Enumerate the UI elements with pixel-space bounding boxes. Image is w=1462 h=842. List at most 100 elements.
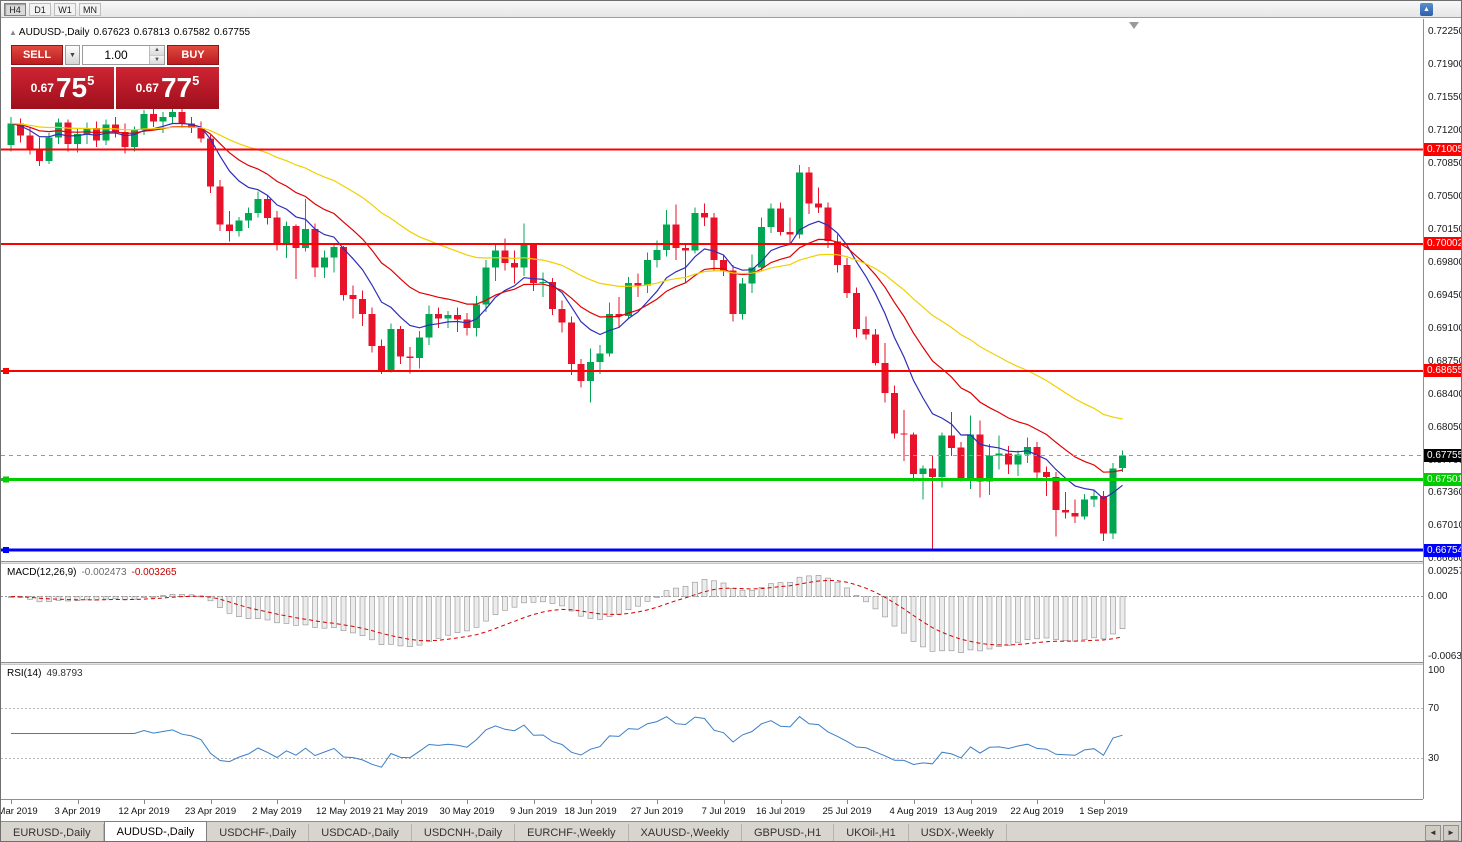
macd-scale-label: -0.006326 xyxy=(1428,650,1462,662)
price-tick-label: 0.70850 xyxy=(1428,157,1462,169)
price-tick-label: 0.70500 xyxy=(1428,190,1462,202)
tab-xauusd-weekly[interactable]: XAUUSD-,Weekly xyxy=(629,824,742,841)
ohlc-high: 0.67813 xyxy=(133,27,170,38)
date-tick xyxy=(77,800,79,804)
tab-usdx-weekly[interactable]: USDX-,Weekly xyxy=(909,824,1007,841)
date-tick xyxy=(277,800,278,804)
buy-button[interactable]: BUY xyxy=(167,45,219,65)
macd-scale-label: 0.00 xyxy=(1428,590,1448,602)
date-label: 27 Jun 2019 xyxy=(630,806,684,817)
timeframe-toolbar: H4 D1 W1 MN ▲ xyxy=(1,1,1461,18)
volume-input[interactable] xyxy=(83,46,149,64)
tab-ukoil-h1[interactable]: UKOil-,H1 xyxy=(834,824,909,841)
date-tick xyxy=(780,800,782,804)
date-label: 9 Jun 2019 xyxy=(509,806,558,817)
macd-name: MACD(12,26,9) xyxy=(7,567,77,578)
date-label: 3 Apr 2019 xyxy=(54,806,101,817)
toolbar-up-arrow-icon[interactable]: ▲ xyxy=(1420,3,1433,16)
price-tick-label: 0.72250 xyxy=(1428,26,1462,37)
tab-eurchf-weekly[interactable]: EURCHF-,Weekly xyxy=(515,824,629,841)
buy-price-prefix: 0.67 xyxy=(135,81,159,95)
timeframe-button-h4[interactable]: H4 xyxy=(4,2,26,16)
line-price-badge[interactable]: 0.70002 xyxy=(1424,237,1461,251)
price-tick-label: 0.70150 xyxy=(1428,223,1462,235)
sell-button[interactable]: SELL xyxy=(11,45,63,65)
date-label: 22 Aug 2019 xyxy=(1010,806,1064,817)
macd-canvas[interactable] xyxy=(1,564,1423,662)
tab-scroll-left-icon[interactable]: ◄ xyxy=(1425,825,1441,841)
macd-scale-label: 0.002574 xyxy=(1428,566,1461,577)
sell-price-prefix: 0.67 xyxy=(30,81,54,95)
date-tick xyxy=(533,800,535,804)
macd-signal-value: -0.003265 xyxy=(131,567,177,578)
date-tick xyxy=(1103,800,1105,804)
price-chart-panel[interactable]: ▲ AUDUSD-,Daily 0.67623 0.67813 0.67582 0.677… xyxy=(1,19,1423,561)
tab-gbpusd-h1[interactable]: GBPUSD-,H1 xyxy=(742,824,835,841)
date-tick xyxy=(657,800,658,804)
date-label: 25 Mar 2019 xyxy=(1,806,38,817)
tab-audusd-daily[interactable]: AUDUSD-,Daily xyxy=(103,821,208,841)
date-label: 1 Sep 2019 xyxy=(1079,806,1128,817)
tab-scroll-right-icon[interactable]: ► xyxy=(1443,825,1459,841)
sell-price-display[interactable]: 0.67 75 5 xyxy=(11,67,114,109)
date-label: 4 Aug 2019 xyxy=(889,806,938,817)
rsi-name: RSI(14) xyxy=(7,668,42,679)
ohlc-close: 0.67755 xyxy=(213,27,251,38)
date-tick xyxy=(400,800,402,804)
rsi-panel[interactable]: RSI(14) 49.8793 xyxy=(1,665,1423,799)
price-tick-label: 0.71900 xyxy=(1428,58,1462,70)
chevron-down-icon: ▼ xyxy=(69,51,76,59)
price-axis[interactable]: 0.72250 0.71900 0.71550 0.71200 0.70850 0.705… xyxy=(1423,19,1462,799)
panel-splitter[interactable] xyxy=(1,561,1461,564)
ohlc-low: 0.67582 xyxy=(173,27,210,38)
date-label: 12 May 2019 xyxy=(316,806,371,817)
line-price-badge[interactable]: 0.66754 xyxy=(1424,543,1461,557)
line-price-badge[interactable]: 0.71005 xyxy=(1424,142,1461,156)
buy-price-display[interactable]: 0.67 77 5 xyxy=(116,67,219,109)
ohlc-open: 0.67623 xyxy=(93,27,130,38)
price-tick-label: 0.67360 xyxy=(1428,486,1462,498)
macd-panel[interactable]: MACD(12,26,9) -0.002473 -0.003265 xyxy=(1,564,1423,662)
panel-splitter[interactable] xyxy=(1,662,1461,665)
tab-eurusd-daily[interactable]: EURUSD-,Daily xyxy=(1,824,104,841)
volume-decrease-button[interactable]: ▼ xyxy=(150,55,164,64)
rsi-canvas[interactable] xyxy=(1,665,1423,799)
price-tick-label: 0.68400 xyxy=(1428,388,1462,400)
sell-price-big: 75 xyxy=(55,72,88,103)
current-price-badge: 0.67755 xyxy=(1424,449,1461,463)
timeframe-button-d1[interactable]: D1 xyxy=(29,2,51,16)
volume-dropdown-button[interactable]: ▼ xyxy=(65,45,80,65)
tab-scroll-buttons: ◄ ► xyxy=(1425,825,1461,841)
line-price-badge[interactable]: 0.68655 xyxy=(1424,364,1461,378)
tab-usdcad-daily[interactable]: USDCAD-,Daily xyxy=(309,824,412,841)
price-tick-label: 0.71550 xyxy=(1428,91,1462,103)
macd-label: MACD(12,26,9) -0.002473 -0.003265 xyxy=(7,567,182,578)
timeframe-button-w1[interactable]: W1 xyxy=(54,2,76,16)
date-label: 30 May 2019 xyxy=(439,806,495,817)
date-tick xyxy=(723,800,725,804)
volume-field: ▲ ▼ xyxy=(82,45,165,65)
volume-spinner: ▲ ▼ xyxy=(149,46,164,64)
date-tick xyxy=(467,800,468,804)
volume-increase-button[interactable]: ▲ xyxy=(150,46,164,56)
price-chart-canvas[interactable] xyxy=(1,19,1423,561)
date-label: 21 May 2019 xyxy=(373,806,428,817)
date-label: 13 Aug 2019 xyxy=(943,806,998,817)
rsi-value: 49.8793 xyxy=(46,668,83,679)
price-tick-label: 0.67010 xyxy=(1428,519,1462,531)
tab-usdchf-daily[interactable]: USDCHF-,Daily xyxy=(207,824,310,841)
price-tick-label: 0.69800 xyxy=(1428,256,1462,268)
date-tick xyxy=(590,800,592,804)
timeframe-button-group: H4 D1 W1 MN xyxy=(1,2,101,16)
buy-price-big: 77 xyxy=(160,72,193,103)
line-price-badge[interactable]: 0.67501 xyxy=(1424,473,1461,487)
rsi-label: RSI(14) 49.8793 xyxy=(7,668,88,679)
collapse-arrow-icon[interactable]: ▲ xyxy=(9,28,17,37)
timeframe-button-mn[interactable]: MN xyxy=(79,2,101,16)
chart-tab-bar: EURUSD-,Daily AUDUSD-,Daily USDCHF-,Daily U… xyxy=(1,821,1461,841)
tab-usdcnh-daily[interactable]: USDCNH-,Daily xyxy=(412,824,516,841)
date-axis[interactable]: 25 Mar 2019 3 Apr 2019 12 Apr 2019 23 Apr 2… xyxy=(1,799,1423,821)
date-label: 2 May 2019 xyxy=(252,806,302,817)
